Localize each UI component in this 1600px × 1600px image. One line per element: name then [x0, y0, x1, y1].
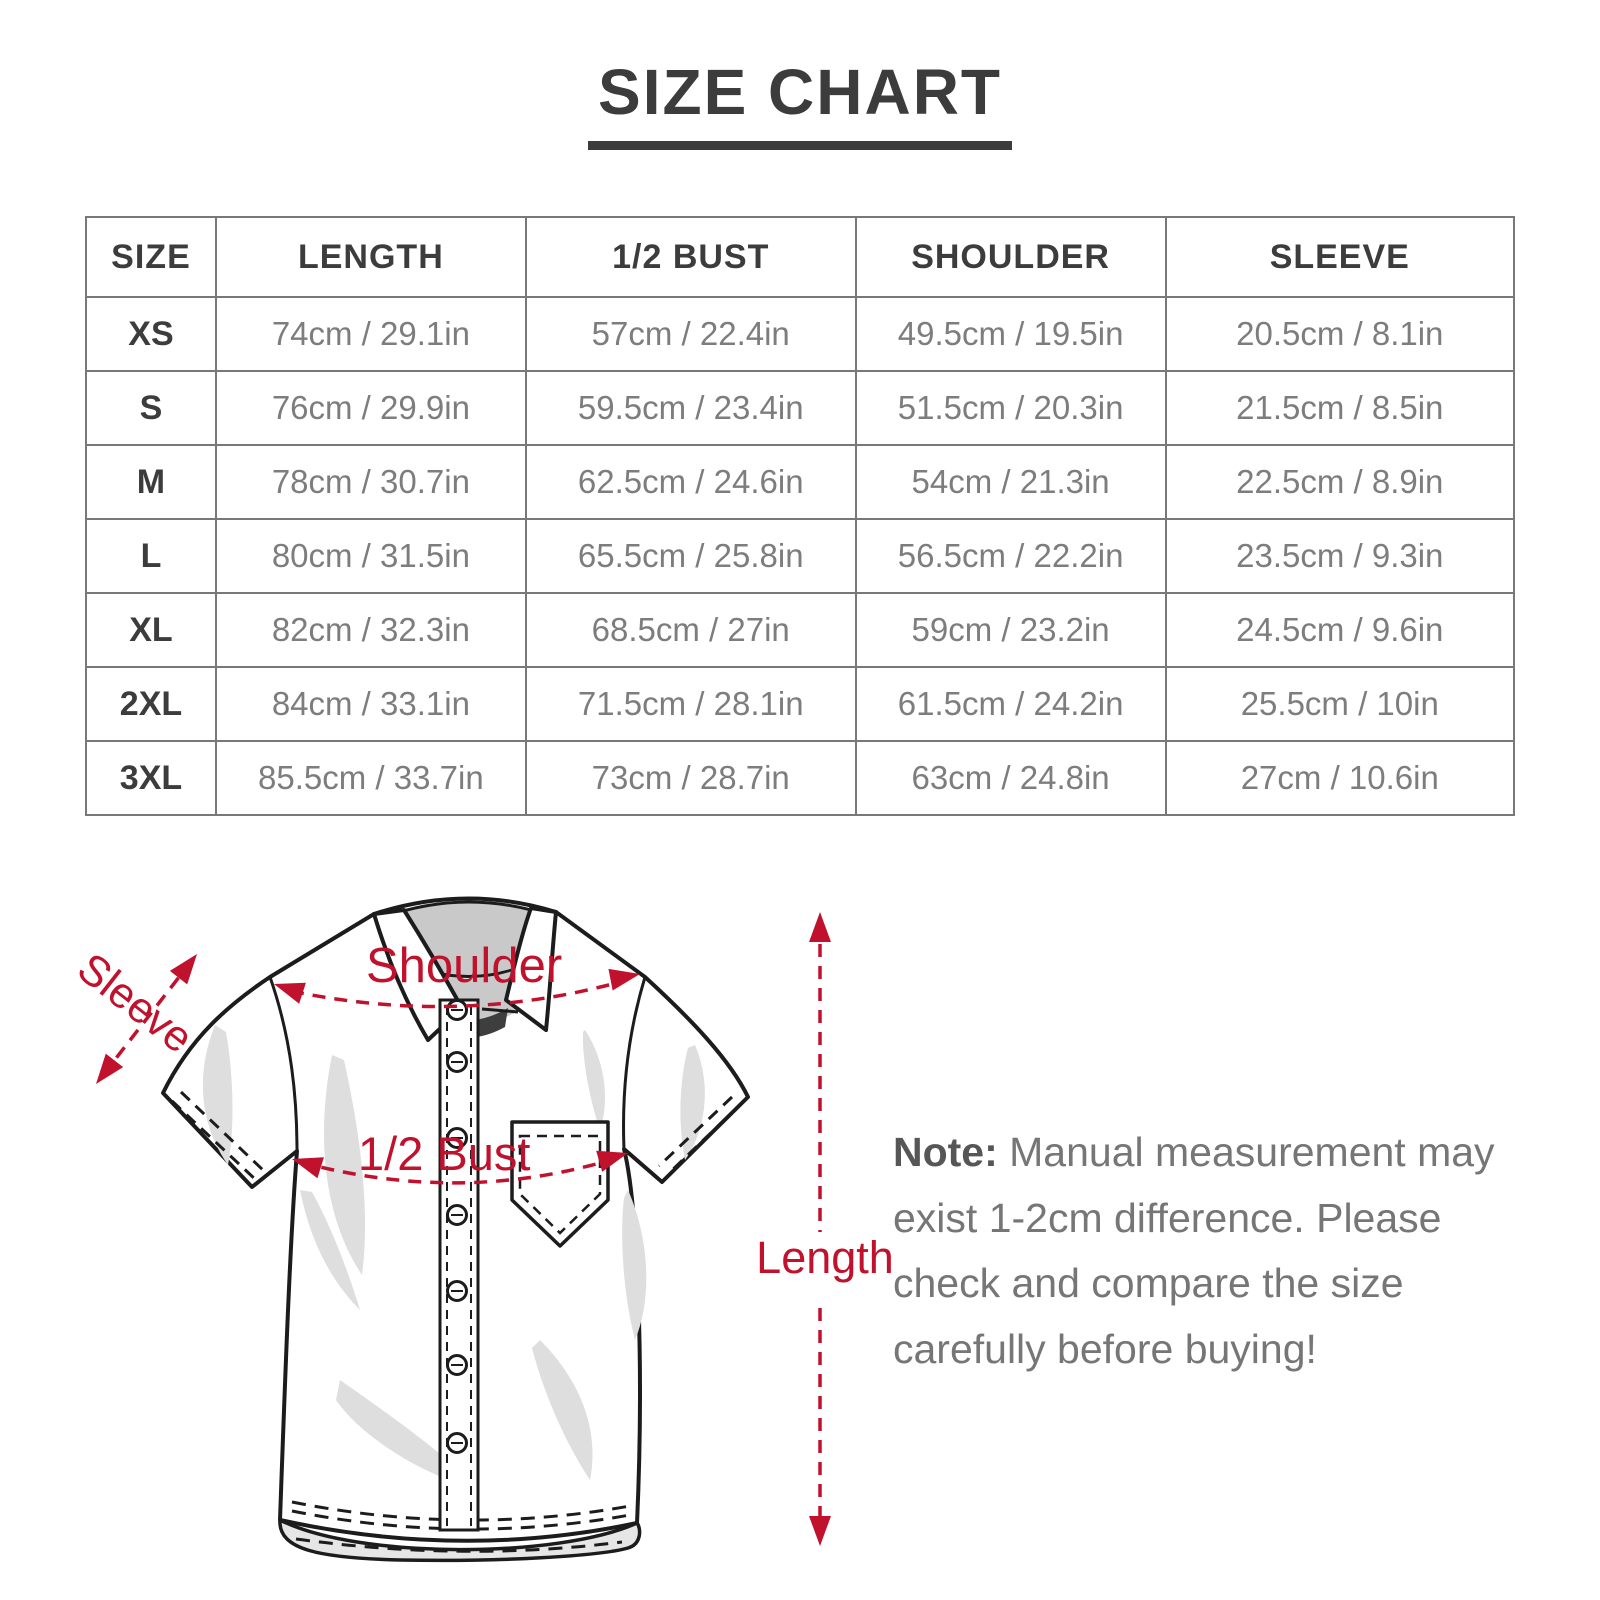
- shoulder-value: 59cm / 23.2in: [854, 592, 1167, 668]
- length-value: 84cm / 33.1in: [214, 666, 527, 742]
- table-row: L 80cm / 31.5in 65.5cm / 25.8in 56.5cm /…: [85, 518, 1516, 594]
- bust-measure-label: 1/2 Bust: [358, 1127, 531, 1180]
- bust-value: 59.5cm / 23.4in: [524, 370, 857, 446]
- bust-value: 57cm / 22.4in: [524, 296, 857, 372]
- arrowheads: [96, 912, 831, 1546]
- size-value: 2XL: [85, 666, 217, 742]
- sleeve-arrowhead-bottom: [96, 1053, 124, 1084]
- table-header-row: SIZE LENGTH 1/2 BUST SHOULDER SLEEVE: [85, 216, 1516, 298]
- size-chart-table: SIZE LENGTH 1/2 BUST SHOULDER SLEEVE XS …: [85, 216, 1516, 816]
- chest-pocket: [510, 1120, 610, 1248]
- length-arrowhead-bottom: [809, 1516, 831, 1546]
- shoulder-value: 61.5cm / 24.2in: [854, 666, 1167, 742]
- note-text: Manual measurement may exist 1-2cm diffe…: [893, 1129, 1495, 1372]
- column-header-shoulder: SHOULDER: [854, 216, 1167, 298]
- button-icon: [446, 1280, 468, 1302]
- shoulder-measure-label: Shoulder: [366, 939, 563, 993]
- size-value: XS: [85, 296, 217, 372]
- sleeve-value: 21.5cm / 8.5in: [1164, 370, 1516, 446]
- button-icon: [446, 1204, 468, 1226]
- length-value: 74cm / 29.1in: [214, 296, 527, 372]
- table-row: XL 82cm / 32.3in 68.5cm / 27in 59cm / 23…: [85, 592, 1516, 668]
- sleeve-value: 22.5cm / 8.9in: [1164, 444, 1516, 520]
- table-row: 2XL 84cm / 33.1in 71.5cm / 28.1in 61.5cm…: [85, 666, 1516, 742]
- size-value: L: [85, 518, 217, 594]
- size-value: 3XL: [85, 740, 217, 816]
- size-value: M: [85, 444, 217, 520]
- table-row: M 78cm / 30.7in 62.5cm / 24.6in 54cm / 2…: [85, 444, 1516, 520]
- button-icon: [446, 1127, 468, 1149]
- table-row: 3XL 85.5cm / 33.7in 73cm / 28.7in 63cm /…: [85, 740, 1516, 816]
- table-row: XS 74cm / 29.1in 57cm / 22.4in 49.5cm / …: [85, 296, 1516, 372]
- sleeve-value: 25.5cm / 10in: [1164, 666, 1516, 742]
- shoulder-value: 49.5cm / 19.5in: [854, 296, 1167, 372]
- page-title: SIZE CHART: [0, 55, 1600, 150]
- button-icon: [446, 1051, 468, 1073]
- shoulder-value: 56.5cm / 22.2in: [854, 518, 1167, 594]
- button-icon: [446, 1432, 468, 1454]
- bust-value: 65.5cm / 25.8in: [524, 518, 857, 594]
- buttons: [446, 999, 468, 1454]
- sleeve-value: 23.5cm / 9.3in: [1164, 518, 1516, 594]
- bust-value: 71.5cm / 28.1in: [524, 666, 857, 742]
- size-value: S: [85, 370, 217, 446]
- length-value: 85.5cm / 33.7in: [214, 740, 527, 816]
- button-icon: [446, 1354, 468, 1376]
- sleeve-value: 27cm / 10.6in: [1164, 740, 1516, 816]
- column-header-sleeve: SLEEVE: [1164, 216, 1516, 298]
- button-placket: [438, 998, 519, 1532]
- length-measure-label: Length: [756, 1232, 894, 1283]
- column-header-size: SIZE: [85, 216, 217, 298]
- sleeve-arrowhead-top: [169, 954, 197, 985]
- length-value: 78cm / 30.7in: [214, 444, 527, 520]
- sleeve-value: 20.5cm / 8.1in: [1164, 296, 1516, 372]
- page-title-text: SIZE CHART: [588, 55, 1012, 150]
- column-header-length: LENGTH: [214, 216, 527, 298]
- size-value: XL: [85, 592, 217, 668]
- shoulder-value: 51.5cm / 20.3in: [854, 370, 1167, 446]
- measurement-note: Note: Manual measurement may exist 1-2cm…: [893, 1120, 1511, 1382]
- shoulder-measure-arc: [290, 980, 621, 1009]
- bust-arrowhead-right: [596, 1150, 628, 1172]
- cuff-stitches: [170, 1090, 742, 1182]
- length-value: 80cm / 31.5in: [214, 518, 527, 594]
- sleeve-value: 24.5cm / 9.6in: [1164, 592, 1516, 668]
- bust-arrowhead-left: [292, 1157, 324, 1179]
- note-label: Note:: [893, 1129, 998, 1175]
- bust-measure-arc: [299, 1155, 621, 1185]
- bust-value: 62.5cm / 24.6in: [524, 444, 857, 520]
- shoulder-value: 63cm / 24.8in: [854, 740, 1167, 816]
- button-icon: [446, 999, 468, 1021]
- shoulder-arrowhead-right: [608, 968, 640, 991]
- bust-value: 73cm / 28.7in: [524, 740, 857, 816]
- bust-value: 68.5cm / 27in: [524, 592, 857, 668]
- length-value: 76cm / 29.9in: [214, 370, 527, 446]
- sleeve-measure-line: [101, 961, 192, 1077]
- shoulder-value: 54cm / 21.3in: [854, 444, 1167, 520]
- table-row: S 76cm / 29.9in 59.5cm / 23.4in 51.5cm /…: [85, 370, 1516, 446]
- shoulder-arrowhead-left: [274, 982, 306, 1004]
- column-header-bust: 1/2 BUST: [524, 216, 857, 298]
- length-value: 82cm / 32.3in: [214, 592, 527, 668]
- length-arrowhead-top: [809, 912, 831, 942]
- shirt-illustration: [96, 896, 831, 1563]
